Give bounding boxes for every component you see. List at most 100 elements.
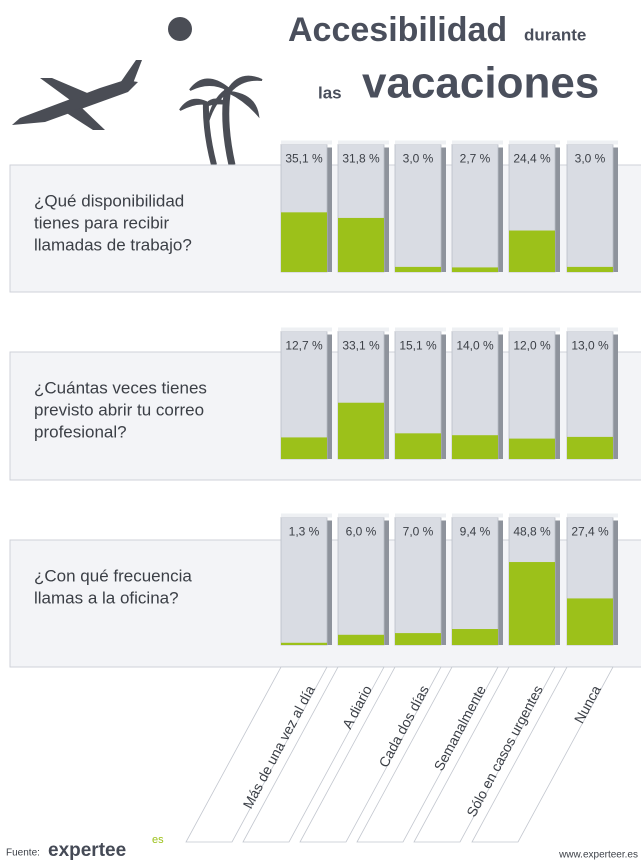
category-strip [299,666,442,843]
column-top [395,513,446,518]
category-strip [471,666,614,843]
bar [509,562,555,645]
bar [281,212,327,272]
value-label: 15,1 % [399,339,437,353]
value-label: 14,0 % [456,339,494,353]
bar [338,634,384,645]
column [508,331,556,460]
column-top [452,327,503,332]
column-side [555,147,560,272]
column [451,517,499,646]
column-top [395,140,446,145]
bar [509,230,555,272]
bar [567,598,613,645]
title-part: durante [524,25,586,44]
category-strip [185,666,328,843]
bar [395,433,441,459]
value-label: 3,0 % [575,152,606,166]
source-brand: expertee [48,840,126,861]
column-side [498,334,503,459]
column-top [567,513,618,518]
bar [281,437,327,459]
value-label: 35,1 % [285,152,323,166]
category-strip [413,666,556,843]
category-strip [242,666,385,843]
column [451,144,499,273]
palm-trees [179,75,263,166]
bar [338,402,384,459]
value-label: 24,4 % [513,152,551,166]
column-top [338,327,389,332]
bar [452,267,498,272]
value-label: 12,7 % [285,339,323,353]
column-side [384,147,389,272]
column-top [281,140,332,145]
column-side [441,147,446,272]
title-part: Accesibilidad [288,11,507,49]
value-label: 27,4 % [571,525,609,539]
bar [395,266,441,272]
value-label: 7,0 % [403,525,434,539]
value-label: 48,8 % [513,525,551,539]
footer: Fuente: expertee es www.experteer.es [6,834,638,861]
column-top [452,140,503,145]
column-side [384,334,389,459]
column-side [441,520,446,645]
value-label: 31,8 % [342,152,380,166]
column [566,144,614,273]
title-part: vacaciones [362,59,599,108]
question-line: llamadas de trabajo? [34,235,192,254]
sun [168,17,192,41]
column [337,517,385,646]
column-top [567,327,618,332]
column-top [567,140,618,145]
column-top [509,513,560,518]
column-top [452,513,503,518]
bar [567,266,613,272]
column-side [613,520,618,645]
column-top [509,140,560,145]
column-side [555,520,560,645]
bar [567,436,613,459]
bar [452,629,498,645]
value-label: 2,7 % [460,152,491,166]
source-label: Fuente: [6,848,40,859]
airplane [12,60,142,130]
value-label: 1,3 % [289,525,320,539]
column-side [327,334,332,459]
bar [338,217,384,272]
category-strip [356,666,499,843]
column-top [338,140,389,145]
column-side [384,520,389,645]
bar [509,438,555,459]
column-side [327,147,332,272]
question-line: tienes para recibir [34,213,169,232]
question-line: ¿Cuántas veces tienes [34,378,207,397]
bar [452,435,498,459]
column-top [395,327,446,332]
source-brand-sup: es [152,834,164,846]
question-line: previsto abrir tu correo [34,400,204,419]
column-top [281,327,332,332]
value-label: 6,0 % [346,525,377,539]
source-url: www.experteer.es [558,850,638,861]
column-top [509,327,560,332]
column-side [555,334,560,459]
question-line: llamas a la oficina? [34,588,179,607]
column-side [441,334,446,459]
value-label: 3,0 % [403,152,434,166]
column-side [498,147,503,272]
value-label: 12,0 % [513,339,551,353]
column-side [498,520,503,645]
column-top [281,513,332,518]
question-line: ¿Con qué frecuencia [34,566,192,585]
charts: ¿Qué disponibilidad tienes para recibir ll… [9,140,641,843]
column-side [613,334,618,459]
bar [395,633,441,645]
value-label: 13,0 % [571,339,609,353]
column-top [338,513,389,518]
column-side [613,147,618,272]
column-side [327,520,332,645]
